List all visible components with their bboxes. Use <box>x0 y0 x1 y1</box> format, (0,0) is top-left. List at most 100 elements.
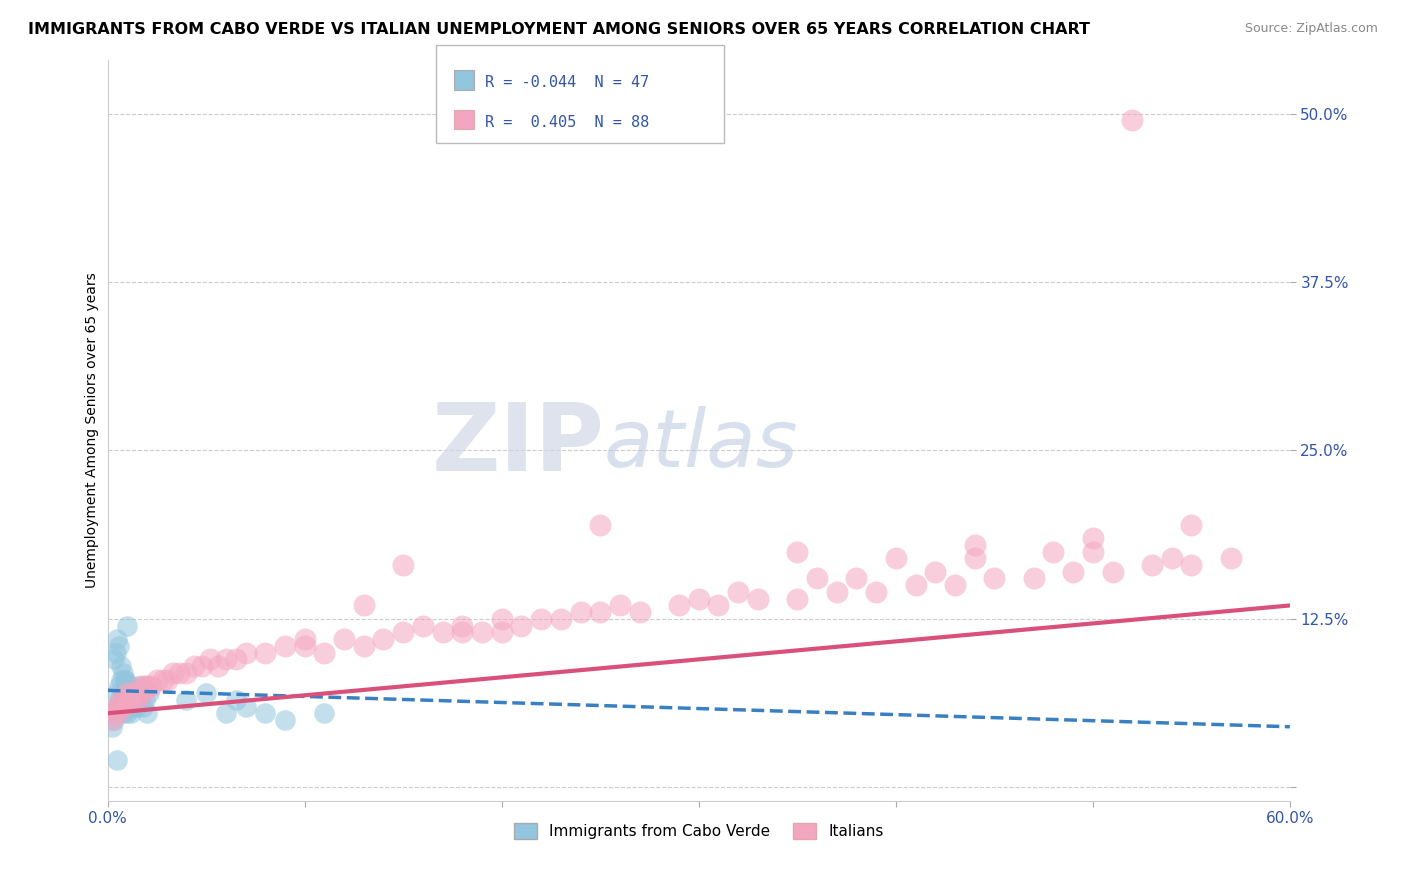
Point <box>924 565 946 579</box>
Point <box>114 673 136 687</box>
Point <box>727 585 749 599</box>
Point <box>589 517 612 532</box>
Point <box>136 679 159 693</box>
Point <box>114 693 136 707</box>
Point <box>1042 544 1064 558</box>
Point <box>943 578 966 592</box>
Point <box>132 699 155 714</box>
Point <box>176 693 198 707</box>
Text: IMMIGRANTS FROM CABO VERDE VS ITALIAN UNEMPLOYMENT AMONG SENIORS OVER 65 YEARS C: IMMIGRANTS FROM CABO VERDE VS ITALIAN UN… <box>28 22 1090 37</box>
Point <box>103 706 125 721</box>
Point <box>176 665 198 680</box>
Point <box>1081 531 1104 545</box>
Point <box>114 673 136 687</box>
Point <box>786 544 808 558</box>
Point <box>806 572 828 586</box>
Point <box>1160 551 1182 566</box>
Point <box>156 673 179 687</box>
Point <box>392 558 415 572</box>
Point <box>117 618 139 632</box>
Point <box>103 713 125 727</box>
Point <box>314 706 336 721</box>
Point <box>274 713 297 727</box>
Text: R = -0.044  N = 47: R = -0.044 N = 47 <box>485 76 650 90</box>
Point <box>107 632 129 647</box>
Point <box>107 699 129 714</box>
Point <box>1219 551 1241 566</box>
Point <box>225 693 247 707</box>
Point <box>235 646 257 660</box>
Point <box>254 646 277 660</box>
Point <box>132 686 155 700</box>
Point <box>110 699 132 714</box>
Point <box>139 679 162 693</box>
Point <box>120 686 142 700</box>
Point <box>100 713 122 727</box>
Point <box>191 659 214 673</box>
Point <box>1081 544 1104 558</box>
Point <box>195 686 218 700</box>
Point <box>1140 558 1163 572</box>
Point <box>451 618 474 632</box>
Point <box>128 679 150 693</box>
Point <box>1180 558 1202 572</box>
Text: ZIP: ZIP <box>432 399 605 491</box>
Point <box>138 686 160 700</box>
Point <box>412 618 434 632</box>
Point <box>353 639 375 653</box>
Point <box>609 599 631 613</box>
Point <box>471 625 494 640</box>
Point <box>845 572 868 586</box>
Text: atlas: atlas <box>605 406 799 484</box>
Point <box>884 551 907 566</box>
Point <box>491 612 513 626</box>
Point <box>825 585 848 599</box>
Point <box>117 706 139 721</box>
Point <box>432 625 454 640</box>
Y-axis label: Unemployment Among Seniors over 65 years: Unemployment Among Seniors over 65 years <box>86 272 100 588</box>
Point <box>110 693 132 707</box>
Point <box>108 639 131 653</box>
Point <box>107 706 129 721</box>
Point <box>124 686 146 700</box>
Point <box>100 720 122 734</box>
Point <box>127 693 149 707</box>
Point <box>274 639 297 653</box>
Point <box>112 706 135 721</box>
Point <box>294 639 316 653</box>
Point <box>122 693 145 707</box>
Point <box>103 652 125 666</box>
Point <box>127 699 149 714</box>
Point <box>392 625 415 640</box>
Point <box>118 693 141 707</box>
Point <box>167 665 190 680</box>
Point <box>353 599 375 613</box>
Point <box>550 612 572 626</box>
Legend: Immigrants from Cabo Verde, Italians: Immigrants from Cabo Verde, Italians <box>508 817 890 845</box>
Point <box>114 699 136 714</box>
Point <box>983 572 1005 586</box>
Point <box>628 605 651 619</box>
Point <box>118 686 141 700</box>
Point <box>162 665 184 680</box>
Point <box>107 686 129 700</box>
Text: R =  0.405  N = 88: R = 0.405 N = 88 <box>485 115 650 129</box>
Point <box>108 693 131 707</box>
Point <box>1121 113 1143 128</box>
Point <box>118 679 141 693</box>
Point <box>225 652 247 666</box>
Point <box>1022 572 1045 586</box>
Point <box>128 686 150 700</box>
Point <box>110 673 132 687</box>
Point <box>254 706 277 721</box>
Point <box>104 706 127 721</box>
Point <box>668 599 690 613</box>
Point <box>314 646 336 660</box>
Point <box>707 599 730 613</box>
Point <box>112 699 135 714</box>
Point <box>108 679 131 693</box>
Point <box>112 665 135 680</box>
Point <box>569 605 592 619</box>
Point <box>207 659 229 673</box>
Point <box>510 618 533 632</box>
